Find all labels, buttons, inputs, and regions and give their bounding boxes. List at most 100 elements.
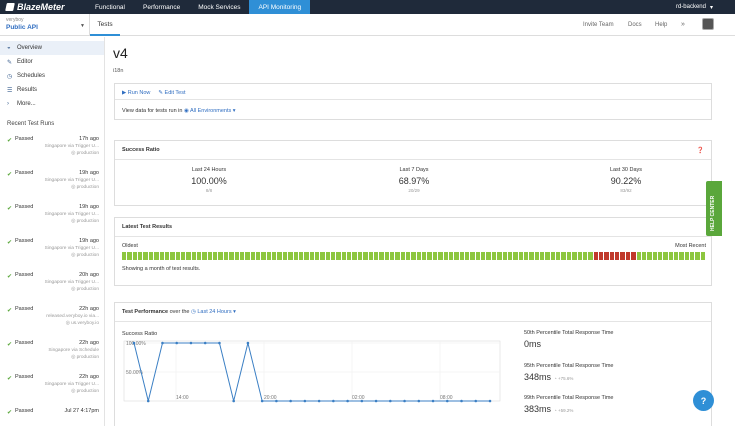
result-pass[interactable] xyxy=(475,252,481,260)
result-pass[interactable] xyxy=(138,252,143,260)
result-pass[interactable] xyxy=(239,252,245,260)
result-pass[interactable] xyxy=(154,252,159,260)
recent-run[interactable]: ✔ Passed 19h ago Singapore via Trigger U… xyxy=(7,170,99,190)
result-pass[interactable] xyxy=(647,252,652,260)
result-pass[interactable] xyxy=(341,252,347,260)
result-pass[interactable] xyxy=(229,252,234,260)
result-pass[interactable] xyxy=(513,252,518,260)
result-pass[interactable] xyxy=(507,252,513,260)
sidebar-item-results[interactable]: ☰ Results xyxy=(7,87,38,94)
recent-run[interactable]: ✔ Passed 22h ago Singapore via Schedule … xyxy=(7,340,99,360)
result-pass[interactable] xyxy=(320,252,325,260)
result-pass[interactable] xyxy=(164,252,170,260)
result-pass[interactable] xyxy=(304,252,309,260)
result-pass[interactable] xyxy=(245,252,250,260)
result-pass[interactable] xyxy=(389,252,395,260)
result-pass[interactable] xyxy=(427,252,432,260)
result-pass[interactable] xyxy=(684,252,690,260)
result-pass[interactable] xyxy=(540,252,545,260)
result-fail[interactable] xyxy=(609,252,615,260)
help-link[interactable]: Help xyxy=(655,22,668,28)
result-pass[interactable] xyxy=(459,252,464,260)
result-pass[interactable] xyxy=(470,252,475,260)
result-pass[interactable] xyxy=(336,252,341,260)
result-pass[interactable] xyxy=(636,252,641,260)
result-pass[interactable] xyxy=(582,252,588,260)
nav-tab-mock-services[interactable]: Mock Services xyxy=(198,3,241,11)
result-pass[interactable] xyxy=(534,252,540,260)
environment-dropdown[interactable]: ◉ All Environments ▾ xyxy=(183,108,236,114)
result-pass[interactable] xyxy=(588,252,593,260)
result-pass[interactable] xyxy=(250,252,255,260)
result-pass[interactable] xyxy=(347,252,352,260)
result-pass[interactable] xyxy=(261,252,266,260)
result-pass[interactable] xyxy=(298,252,304,260)
docs-link[interactable]: Docs xyxy=(628,22,642,28)
sidebar-item-more[interactable]: › More... xyxy=(7,101,36,107)
result-pass[interactable] xyxy=(255,252,261,260)
result-pass[interactable] xyxy=(690,252,695,260)
result-pass[interactable] xyxy=(566,252,572,260)
result-pass[interactable] xyxy=(556,252,561,260)
result-pass[interactable] xyxy=(197,252,202,260)
result-pass[interactable] xyxy=(331,252,336,260)
result-pass[interactable] xyxy=(314,252,320,260)
help-button[interactable]: ? xyxy=(693,390,714,411)
result-pass[interactable] xyxy=(309,252,314,260)
result-pass[interactable] xyxy=(465,252,470,260)
result-pass[interactable] xyxy=(218,252,223,260)
result-pass[interactable] xyxy=(282,252,288,260)
result-pass[interactable] xyxy=(668,252,674,260)
result-pass[interactable] xyxy=(395,252,400,260)
result-pass[interactable] xyxy=(363,252,368,260)
result-pass[interactable] xyxy=(561,252,566,260)
result-fail[interactable] xyxy=(598,252,604,260)
result-pass[interactable] xyxy=(432,252,438,260)
result-pass[interactable] xyxy=(700,252,706,260)
result-pass[interactable] xyxy=(523,252,529,260)
result-fail[interactable] xyxy=(620,252,625,260)
user-avatar-icon[interactable] xyxy=(702,18,714,30)
result-pass[interactable] xyxy=(325,252,331,260)
recent-run[interactable]: ✔ Passed 20h ago Singapore via Trigger U… xyxy=(7,272,99,292)
sidebar-item-editor[interactable]: ✎ Editor xyxy=(7,59,33,66)
run-now-button[interactable]: ▶ Run Now xyxy=(122,90,151,96)
result-pass[interactable] xyxy=(545,252,550,260)
result-pass[interactable] xyxy=(400,252,406,260)
result-pass[interactable] xyxy=(127,252,132,260)
result-pass[interactable] xyxy=(502,252,507,260)
result-fail[interactable] xyxy=(625,252,631,260)
result-pass[interactable] xyxy=(577,252,582,260)
recent-run[interactable]: ✔ Passed Jul 27 4:17pm xyxy=(7,408,99,416)
result-pass[interactable] xyxy=(148,252,154,260)
result-pass[interactable] xyxy=(652,252,657,260)
result-pass[interactable] xyxy=(497,252,502,260)
result-pass[interactable] xyxy=(132,252,138,260)
result-pass[interactable] xyxy=(518,252,523,260)
result-pass[interactable] xyxy=(143,252,148,260)
result-pass[interactable] xyxy=(481,252,486,260)
result-pass[interactable] xyxy=(288,252,293,260)
result-pass[interactable] xyxy=(695,252,700,260)
result-pass[interactable] xyxy=(411,252,416,260)
result-fail[interactable] xyxy=(593,252,598,260)
result-pass[interactable] xyxy=(159,252,164,260)
time-range-dropdown[interactable]: ◷ Last 24 Hours ▾ xyxy=(191,309,236,315)
recent-run[interactable]: ✔ Passed 22h ago released.veryboy.io via… xyxy=(7,306,99,326)
result-pass[interactable] xyxy=(191,252,197,260)
nav-tab-api-monitoring[interactable]: API Monitoring xyxy=(249,0,311,14)
recent-run[interactable]: ✔ Passed 19h ago Singapore via Trigger U… xyxy=(7,204,99,224)
result-pass[interactable] xyxy=(679,252,684,260)
result-pass[interactable] xyxy=(438,252,443,260)
result-pass[interactable] xyxy=(277,252,282,260)
result-pass[interactable] xyxy=(352,252,357,260)
recent-run[interactable]: ✔ Passed 19h ago Singapore via Trigger U… xyxy=(7,238,99,258)
result-pass[interactable] xyxy=(373,252,379,260)
result-pass[interactable] xyxy=(379,252,384,260)
result-pass[interactable] xyxy=(491,252,497,260)
sidebar-item-schedules[interactable]: ◷ Schedules xyxy=(7,73,46,80)
result-pass[interactable] xyxy=(272,252,277,260)
result-pass[interactable] xyxy=(443,252,448,260)
result-pass[interactable] xyxy=(180,252,186,260)
invite-team-link[interactable]: Invite Team xyxy=(583,22,614,28)
